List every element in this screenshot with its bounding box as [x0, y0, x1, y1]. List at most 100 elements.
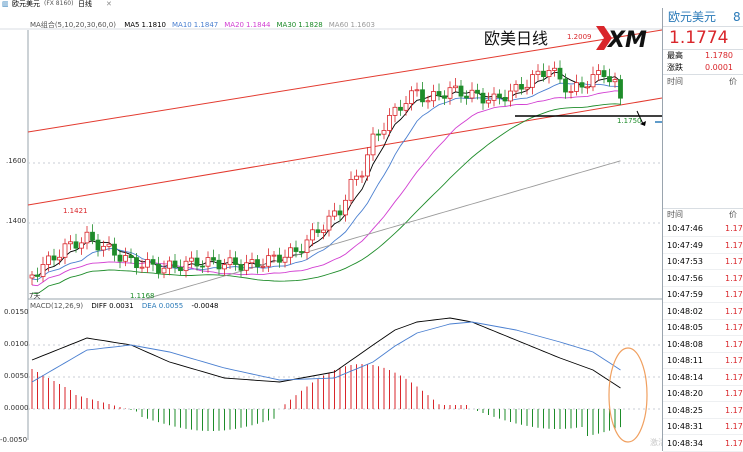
candle	[398, 99, 403, 116]
candle	[304, 234, 310, 260]
candle-body	[431, 91, 436, 102]
tick-time: 10:48:08	[667, 339, 703, 349]
ma-label: MA20	[224, 21, 244, 29]
candle-body	[535, 70, 541, 76]
candle-body	[205, 257, 211, 267]
candle	[139, 259, 145, 273]
candle	[387, 108, 392, 137]
tick-time: 10:48:02	[667, 306, 703, 316]
candle-body	[260, 265, 266, 268]
ma-legend-item: MA30 1.1828	[276, 21, 322, 29]
candle-body	[546, 70, 552, 78]
candle	[79, 237, 84, 255]
window-title-bar: ▥ 欧元美元 (FX 8160) 日线 ✕	[0, 0, 662, 9]
candle	[535, 64, 541, 81]
candle-body	[238, 264, 244, 271]
candle-body	[200, 265, 205, 268]
candle	[128, 248, 134, 264]
candle-body	[519, 84, 524, 90]
tick-row: 10:48:25 1.17	[663, 404, 743, 419]
ma-indicator-name[interactable]: MA组合(5,10,20,30,60,0)	[30, 21, 116, 29]
candle-body	[563, 78, 568, 93]
tick-row: 10:48:08 1.17	[663, 338, 743, 353]
candle-body	[112, 243, 117, 256]
candle	[68, 235, 73, 251]
candle	[244, 254, 249, 276]
candle-body	[557, 67, 563, 80]
candle-body	[359, 175, 365, 178]
candle-body	[590, 74, 596, 88]
tick-price: 1.17	[725, 438, 743, 448]
candle-body	[216, 259, 222, 270]
close-icon[interactable]: ✕	[106, 0, 112, 8]
quote-symbol[interactable]: 欧元美元	[668, 10, 717, 24]
period-label[interactable]: 日线	[78, 0, 92, 8]
tick-row: 10:48:20 1.17	[663, 387, 743, 402]
ma-label: MA5	[124, 21, 140, 29]
candle-body	[117, 254, 123, 262]
candle-body	[491, 93, 497, 101]
tick-price: 1.17	[725, 339, 743, 349]
candle	[596, 64, 601, 81]
candle	[90, 224, 95, 245]
candle	[337, 204, 343, 222]
ma-legend-item: MA10 1.1847	[172, 21, 218, 29]
candle-body	[612, 79, 618, 83]
channel-lower-line	[27, 97, 662, 206]
low-price-label-bottom: 1.1168	[130, 292, 155, 300]
tick-price: 1.17	[725, 405, 743, 415]
candle-body	[222, 264, 227, 270]
candle	[332, 202, 337, 221]
tick-time: 10:48:31	[667, 422, 703, 431]
candle-body	[596, 70, 601, 75]
quote-panel: 欧元美元 8 1.1774 最高 1.1780 涨跌 0.0001 时间 价 时…	[662, 8, 743, 452]
candle-body	[453, 85, 458, 89]
candle	[29, 271, 35, 285]
candle-body	[233, 257, 238, 265]
quote-price-row: 1.1774	[663, 27, 743, 50]
tick-time: 10:47:59	[667, 290, 703, 299]
ma-value: 1.1810	[141, 21, 166, 29]
time-header: 时间	[667, 77, 683, 86]
macd-tick-2: 0.0050	[4, 372, 29, 380]
candle	[392, 103, 398, 123]
price-chart[interactable]	[0, 0, 662, 451]
candle	[568, 85, 574, 99]
candle-body	[469, 89, 475, 99]
candle-body	[139, 266, 145, 269]
candle	[431, 84, 436, 107]
candle	[238, 259, 244, 278]
candle	[200, 260, 205, 273]
candle	[348, 171, 354, 205]
candle	[167, 256, 172, 276]
candle-body	[348, 178, 354, 201]
candle-body	[436, 91, 442, 97]
macd-indicator-name[interactable]: MACD(12,26,9)	[30, 302, 84, 310]
tick-time: 10:47:53	[667, 257, 703, 266]
candle	[491, 87, 497, 107]
candle	[35, 267, 40, 283]
candle	[618, 74, 623, 106]
tick-time-header: 时间	[667, 210, 683, 219]
macd-diff-line	[31, 317, 621, 389]
symbol-name[interactable]: 欧元美元	[12, 0, 40, 8]
recent-low-label: 1.1750	[617, 117, 642, 125]
candle-body	[128, 255, 134, 259]
tick-time: 10:47:46	[667, 224, 703, 233]
candle	[156, 256, 161, 279]
candle-body	[414, 89, 420, 92]
ma-value: 1.1828	[298, 21, 323, 29]
candle	[106, 236, 112, 251]
candle-body	[579, 82, 585, 88]
candle-body	[310, 229, 315, 241]
tick-row: 10:47:59 1.17	[663, 288, 743, 303]
candle	[95, 233, 101, 257]
macd-tick-4: -0.0050	[0, 436, 28, 444]
tick-price: 1.17	[725, 356, 743, 365]
tick-row: 10:47:53 1.17	[663, 255, 743, 270]
price-header: 价	[729, 77, 737, 86]
ma-legend-item: MA5 1.1810	[124, 21, 166, 29]
tick-time: 10:47:56	[667, 273, 703, 283]
candle	[277, 247, 282, 268]
macd-tick-0: 0.0150	[4, 308, 29, 316]
